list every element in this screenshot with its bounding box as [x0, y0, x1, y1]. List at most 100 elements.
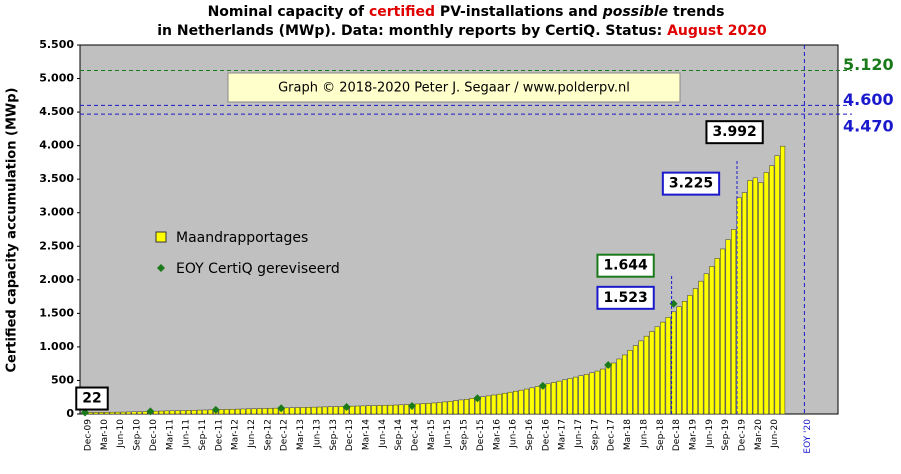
bar — [518, 389, 524, 415]
bar — [491, 394, 497, 415]
data-label-box — [661, 171, 721, 196]
bar — [289, 407, 295, 415]
x-tick-label: Dec-09 — [84, 419, 94, 451]
y-tick-label: 2.000 — [39, 273, 74, 286]
bar — [431, 402, 437, 415]
x-tick-label: Jun-11 — [182, 419, 192, 449]
bar — [638, 340, 644, 415]
title-part: PV-installations and — [435, 4, 603, 20]
bar — [262, 408, 268, 415]
bar — [763, 172, 769, 415]
bar — [463, 398, 470, 415]
eoy-point — [146, 407, 155, 416]
title-part: in Netherlands (MWp). Data: monthly repo… — [157, 23, 667, 39]
x-tick-label: Mar-17 — [558, 419, 568, 450]
eoy-point — [211, 405, 220, 414]
data-label: 1.523 — [603, 290, 647, 306]
x-tick-label: Sep-10 — [133, 419, 143, 451]
bar — [109, 411, 115, 415]
bar — [605, 366, 611, 415]
bar — [376, 405, 382, 415]
bar — [207, 409, 213, 415]
y-tick-label: 3.000 — [39, 206, 74, 219]
reference-label: 5.120 — [843, 55, 894, 74]
x-tick-label: Dec-17 — [607, 419, 617, 451]
bar — [747, 180, 753, 415]
x-tick-label: Dec-14 — [411, 419, 421, 451]
x-tick-label: Mar-10 — [100, 419, 110, 450]
bar — [245, 408, 252, 415]
bar — [681, 301, 688, 415]
bar — [632, 345, 639, 415]
data-label-box — [596, 285, 655, 310]
bar — [393, 404, 399, 415]
bar — [333, 406, 339, 415]
bar — [371, 405, 377, 415]
bar — [224, 409, 230, 415]
data-label: 3.992 — [712, 124, 756, 140]
x-tick-label: Mar-20 — [754, 419, 764, 450]
bar — [731, 229, 737, 415]
y-axis-title: Certified capacity accumulation (MWp) — [5, 88, 20, 373]
bar — [692, 288, 698, 415]
bar — [382, 405, 388, 415]
bar — [736, 197, 742, 415]
x-tick-label: Mar-13 — [296, 419, 306, 450]
x-tick-label: Mar-14 — [361, 419, 371, 450]
x-tick-label: Dec-10 — [149, 419, 159, 451]
x-tick-label: Mar-11 — [165, 419, 175, 450]
bar — [327, 406, 333, 415]
legend-label: EOY CertiQ gereviseerd — [176, 261, 340, 277]
bar — [774, 155, 780, 415]
bar — [136, 411, 143, 415]
legend-swatch — [155, 231, 167, 243]
title-part: Nominal capacity of — [208, 4, 369, 20]
x-tick-label: Sep-12 — [263, 419, 273, 451]
bar — [295, 407, 301, 415]
x-tick-label: Jun-12 — [247, 419, 257, 449]
bar — [316, 406, 322, 415]
bar — [191, 409, 197, 415]
x-tick-label: EOY '20 — [803, 419, 813, 454]
bar — [660, 321, 666, 415]
bar — [87, 412, 94, 415]
bar — [267, 408, 273, 415]
bar — [300, 407, 306, 415]
bar — [496, 393, 502, 415]
x-tick-label: Sep-17 — [590, 419, 600, 451]
bar — [627, 350, 633, 415]
title-part: August 2020 — [667, 23, 767, 39]
bar — [480, 396, 486, 415]
bar — [365, 405, 371, 415]
bar — [458, 399, 464, 415]
x-tick-label: Jun-15 — [443, 419, 453, 449]
x-tick-label: Sep-16 — [525, 419, 535, 451]
bar — [572, 376, 579, 415]
eoy-point — [473, 394, 482, 403]
bar — [218, 409, 224, 415]
bar — [643, 335, 649, 415]
bar — [153, 410, 159, 415]
bar — [556, 380, 562, 415]
bar — [714, 258, 720, 415]
bar — [720, 248, 726, 415]
x-tick-label: Jun-14 — [378, 419, 388, 449]
title-part: trends — [668, 4, 724, 20]
bar — [398, 404, 404, 415]
bar — [240, 408, 246, 415]
x-tick-label: Sep-18 — [656, 419, 666, 451]
bar — [583, 374, 589, 415]
x-tick-label: Sep-15 — [460, 419, 470, 451]
bar — [551, 382, 557, 415]
reference-label: 4.600 — [843, 90, 894, 109]
y-tick-label: 2.500 — [39, 239, 74, 252]
bar — [769, 165, 775, 415]
bar — [453, 400, 459, 415]
data-label-box — [705, 120, 764, 145]
bar — [104, 412, 110, 415]
bar — [703, 273, 709, 415]
legend-swatch — [157, 264, 165, 272]
bar — [562, 379, 568, 415]
bar — [93, 412, 99, 415]
